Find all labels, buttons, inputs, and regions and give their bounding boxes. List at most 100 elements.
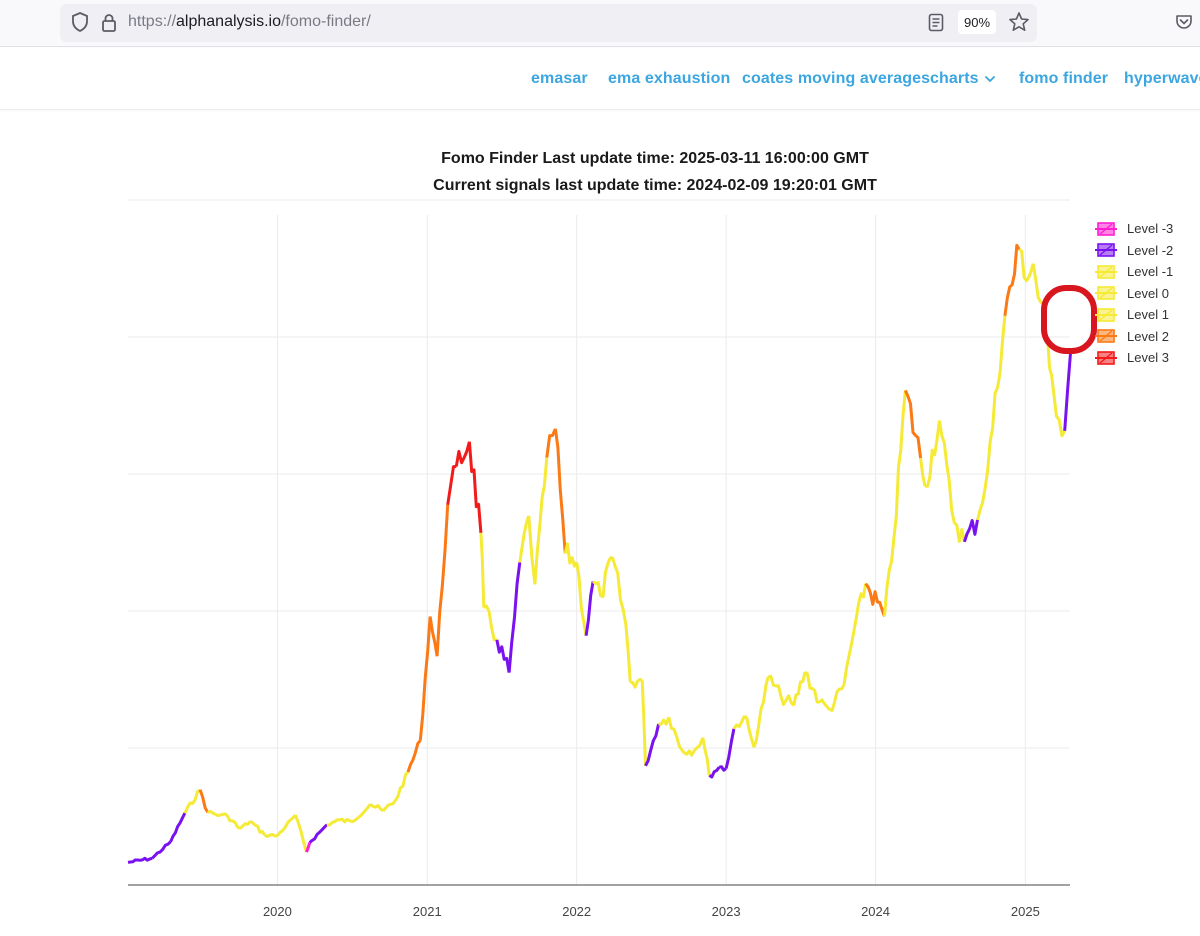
legend-swatch [1095,264,1117,279]
price-segment-39 [584,581,595,636]
price-segment-27 [467,441,483,534]
chart-subtitle: Current signals last update time: 2024-0… [433,177,877,194]
x-tick-label-2023: 2023 [712,904,741,919]
nav-item-ema-exhaustion[interactable]: ema exhaustion [608,70,731,87]
price-segment-46 [644,723,661,767]
nav-item-coates-moving-averages[interactable]: coates moving averages [742,70,931,87]
price-segment-32 [518,515,531,563]
price-segment-6 [220,812,229,817]
url-host: alphanalysis.io [176,13,281,30]
nav-item-fomo-finder[interactable]: fomo finder [1019,70,1109,87]
x-tick-label-2022: 2022 [562,904,591,919]
price-segment-2 [169,812,187,843]
lock-icon[interactable] [99,11,119,33]
price-segment-72 [937,420,954,511]
price-segment-5 [207,809,221,817]
price-segment-34 [533,457,549,585]
x-tick-label-2021: 2021 [413,904,442,919]
price-segment-0 [127,856,153,864]
price-segment-21 [406,739,422,773]
legend-item-level-1[interactable]: Level 1 [1095,304,1200,326]
price-segment-8 [238,820,252,830]
price-segment-70 [919,458,927,487]
price-segment-67 [883,536,896,617]
price-segment-43 [624,623,632,683]
legend-swatch [1095,221,1117,236]
legend-item-level-0[interactable]: Level 0 [1095,283,1200,305]
bookmark-star-icon[interactable] [1007,10,1031,34]
shield-icon[interactable] [69,11,91,33]
legend-item-level--2[interactable]: Level -2 [1095,240,1200,262]
price-segment-47 [658,716,671,726]
x-tick-label-2020: 2020 [263,904,292,919]
legend-label: Level -3 [1127,221,1174,237]
legend-swatch [1095,350,1117,365]
highlight-circle-annotation [1041,285,1097,354]
nav-item-hyperwave[interactable]: hyperwave [1124,70,1200,87]
zoom-level-button[interactable]: 90% [958,10,996,34]
chart-title: Fomo Finder Last update time: 2025-03-11… [441,150,869,167]
chart-grid [128,199,1070,885]
url-text[interactable]: https://alphanalysis.io/fomo-finder/ [128,13,371,31]
nav-item-charts[interactable]: charts [930,70,995,88]
price-segment-1 [151,840,172,860]
reader-view-icon[interactable] [926,11,946,33]
price-segment-10 [263,833,278,838]
price-segment-65 [852,583,868,630]
legend-swatch [1095,243,1117,258]
price-segment-74 [962,519,979,543]
price-segment-61 [804,670,820,704]
legend-label: Level -1 [1127,264,1174,280]
price-segment-3 [183,788,202,814]
price-segment-71 [925,420,941,488]
price-segment-29 [482,604,497,642]
price-segment-42 [610,556,628,625]
price-segment-75 [976,469,990,521]
price-segment-52 [708,766,721,779]
legend-item-level-3[interactable]: Level 3 [1095,347,1200,369]
price-segment-31 [507,562,522,673]
price-segment-49 [680,749,696,757]
price-line [127,243,1073,864]
price-segment-57 [752,676,770,748]
nav-item-charts-label: charts [930,70,979,88]
price-segment-40 [592,580,603,597]
chevron-down-icon [984,70,995,88]
price-segment-15 [326,818,340,827]
price-segment-83 [1052,391,1067,438]
legend-item-level--1[interactable]: Level -1 [1095,261,1200,283]
price-segment-45 [640,680,647,766]
price-segment-53 [718,765,727,772]
price-segment-25 [446,465,457,506]
price-segment-44 [630,678,643,689]
price-segment-30 [495,639,511,673]
price-segment-54 [724,728,736,769]
price-segment-78 [1018,248,1031,283]
price-segment-13 [305,842,312,853]
price-segment-59 [779,694,795,707]
legend-swatch [1095,286,1117,301]
price-segment-23 [428,616,439,657]
price-segment-82 [1048,367,1056,392]
price-segment-66 [864,582,886,618]
legend-swatch [1095,307,1117,322]
price-segment-4 [198,789,210,814]
price-segment-60 [792,671,807,706]
url-scheme: https:// [128,13,177,30]
nav-item-emasar[interactable]: emasar [531,70,588,87]
legend-item-level-2[interactable]: Level 2 [1095,326,1200,348]
price-segment-9 [249,820,266,836]
price-segment-16 [339,817,353,824]
pocket-icon[interactable] [1173,11,1195,33]
browser-toolbar: https://alphanalysis.io/fomo-finder/ 90% [0,0,1200,47]
legend-item-level--3[interactable]: Level -3 [1095,218,1200,240]
price-segment-55 [732,715,746,730]
legend-swatch [1095,329,1117,344]
price-segment-35 [545,428,557,458]
legend-label: Level 2 [1127,328,1169,344]
price-segment-28 [479,532,486,608]
url-path: /fomo-finder/ [280,13,371,30]
chart-legend: Level -3 Level -2 Level -1 Level 0 Level 1 Le… [1095,218,1200,369]
address-bar[interactable] [60,4,1037,42]
